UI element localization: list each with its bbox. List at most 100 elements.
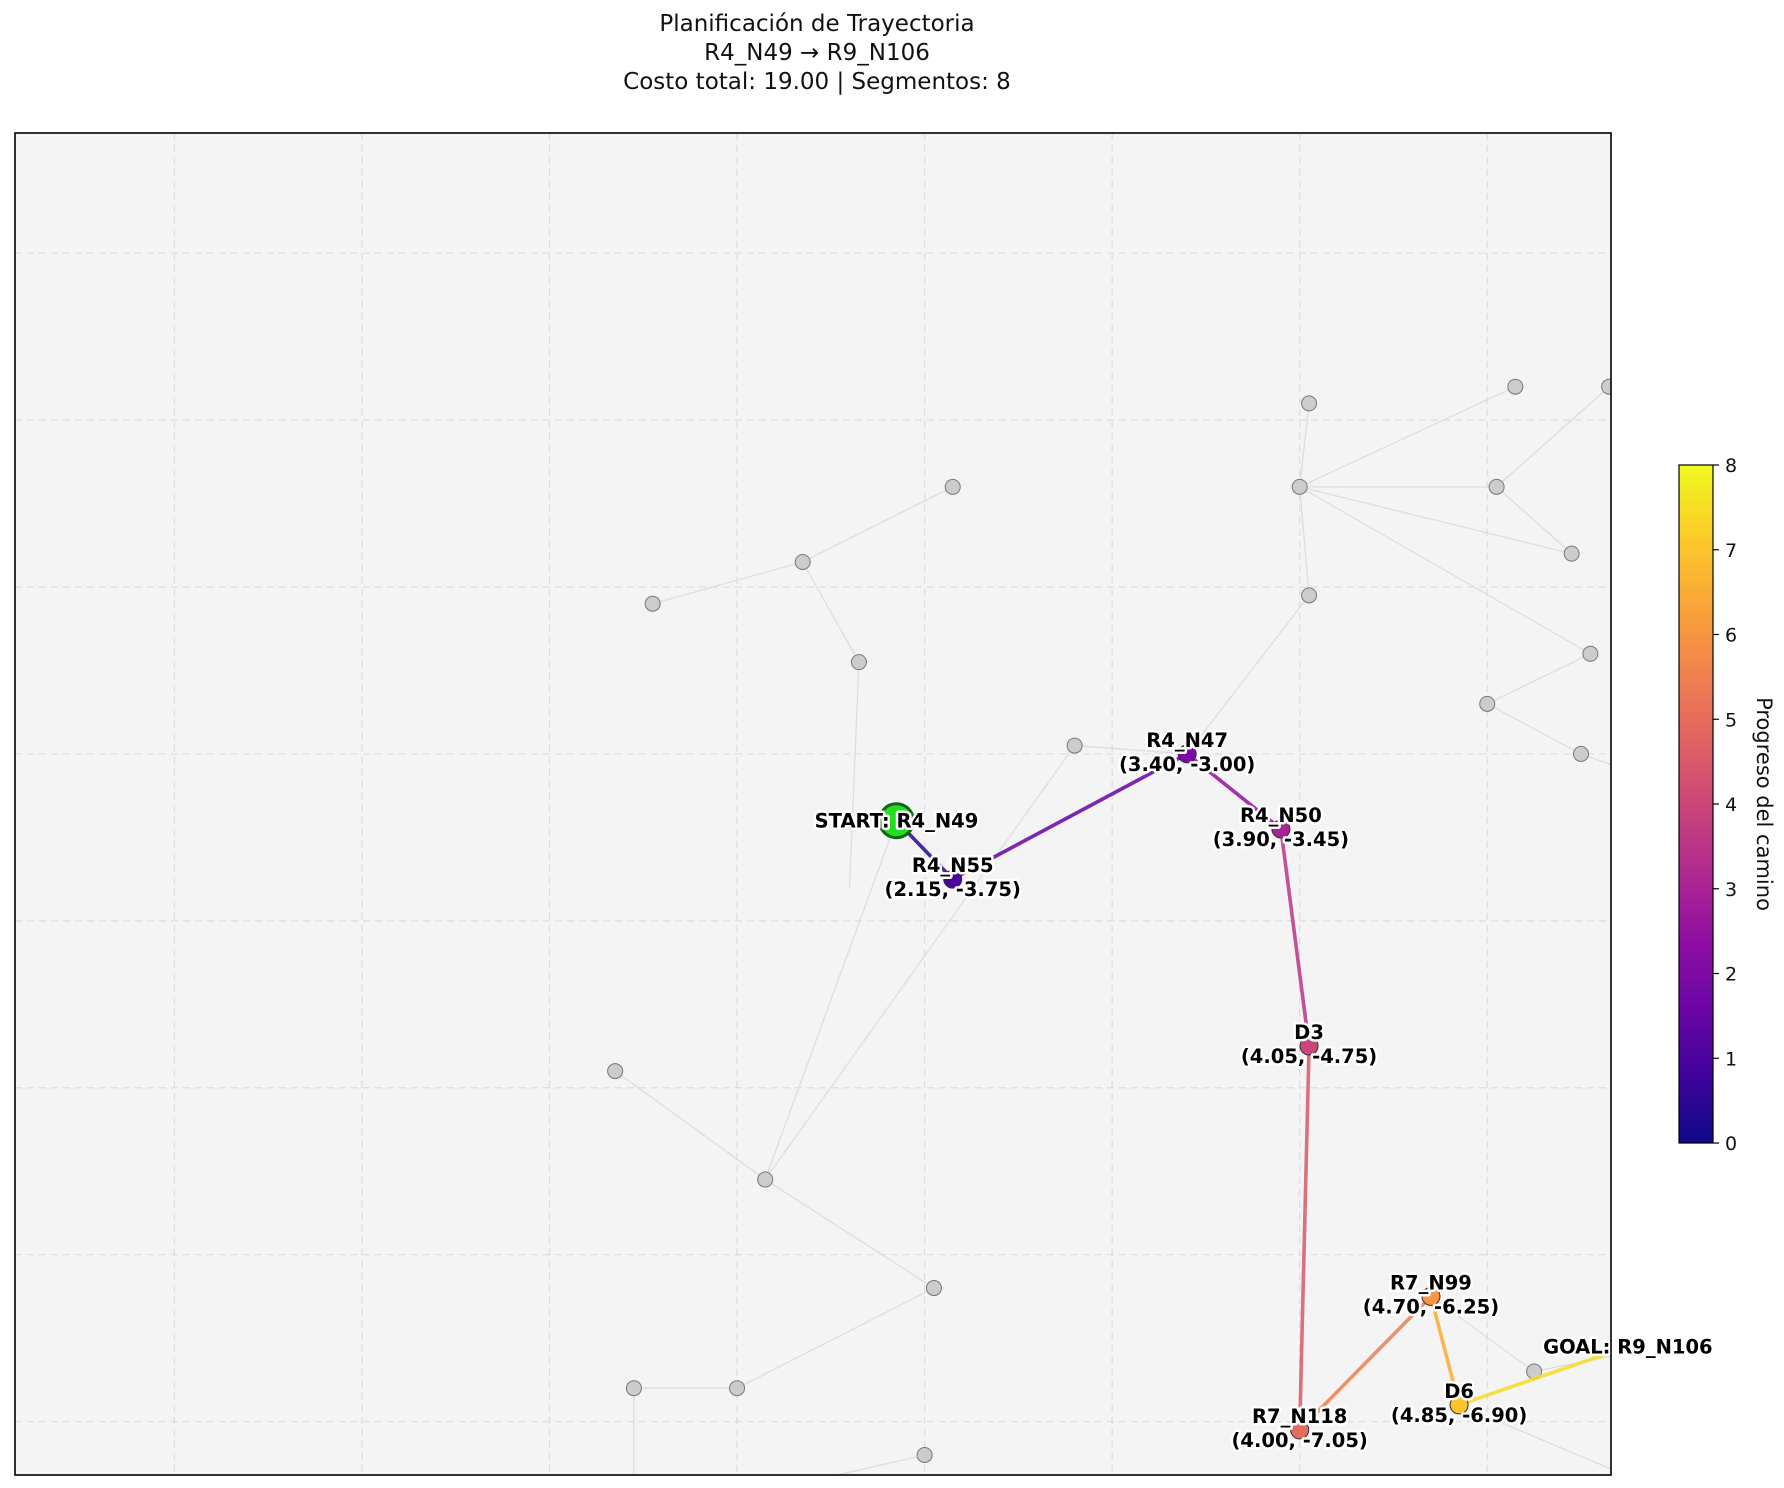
graph-edge [1496,386,1610,488]
graph-node [729,1380,746,1397]
graph-edge [802,561,860,663]
node-coord-text: (3.40, -3.00) [1119,753,1255,776]
graph-edge [1299,486,1310,596]
graph-node [916,1446,933,1463]
colorbar-tick-label: 7 [1725,540,1737,562]
plot-area [15,133,1611,1475]
graph-node [944,478,961,495]
chart-title-line-2: R4_N49 → R9_N106 [704,40,930,66]
graph-edge [1299,486,1591,655]
path-node-marker [943,869,963,889]
graph-node [757,1171,774,1188]
graph-node [1601,378,1611,395]
path-node-marker [1271,819,1291,839]
graph-edge [764,820,898,1180]
path-node-label: R4_N50 (3.90, -3.45) [1213,804,1349,851]
graph-node [1488,478,1505,495]
graph-node [1658,1239,1673,1254]
node-id-text: R4_N55 [912,854,994,877]
colorbar-tick-label: 5 [1725,709,1737,731]
path-node-label: R4_N47 (3.40, -3.00) [1119,729,1255,776]
path-node-label: D3 (4.05, -4.75) [1241,1021,1377,1068]
graph-edge [848,662,860,888]
path-segment [1279,827,1311,1048]
path-node-label: R7_N99 (4.70, -6.25) [1363,1271,1499,1318]
goal-node-label: GOAL: R9_N106 [1543,1335,1713,1358]
colorbar-label: Progreso del camino [1752,697,1776,911]
grid [15,133,1611,1475]
colorbar-tick-label: 8 [1725,455,1737,477]
graph-node [1479,695,1496,712]
graph-edge [1496,486,1573,555]
path-node-label: R4_N55 (2.15, -3.75) [885,854,1021,901]
graph-edges [614,386,1703,1475]
path-node-marker [1290,1420,1310,1440]
graph-node [644,595,661,612]
path-segment [950,752,1189,881]
node-id-text: R7_N118 [1252,1405,1347,1428]
node-id-text: R7_N99 [1390,1271,1472,1294]
graph-node [1563,545,1580,562]
graph-edge [1299,386,1516,488]
graph-node [607,1063,624,1080]
path-segment [1297,1294,1433,1432]
graph-node [1301,395,1318,412]
start-node-marker [877,802,915,840]
graph-edge [1299,403,1310,487]
node-coord-text: (4.85, -6.90) [1391,1404,1527,1427]
graph-edge [1533,1355,1611,1373]
path-node-marker [1421,1286,1441,1306]
graph-node [1301,587,1318,604]
chart-title: Planificación de Trayectoria R4_N49 → R9… [0,10,1634,97]
graph-node [1291,478,1308,495]
path-segment [1297,1044,1311,1432]
colorbar-tick-label: 3 [1725,879,1737,901]
graph-edge [1430,1295,1535,1373]
path-segment [1457,1350,1611,1407]
plot-frame [14,132,1612,1476]
graph-edge [1186,594,1310,755]
path-node-marker [1449,1395,1469,1415]
path-node-label: D6 (4.85, -6.90) [1391,1380,1527,1427]
graph-edge [1074,744,1188,755]
graph-edge [1458,1404,1611,1470]
node-id-text: R4_N50 [1240,804,1322,827]
chart-title-line-3: Costo total: 19.00 | Segmentos: 8 [623,69,1011,95]
graph-edge [652,561,803,605]
graph-edge [834,1454,925,1475]
graph-edge [1486,653,1591,705]
path-node-label: R7_N118 (4.00, -7.05) [1232,1405,1368,1452]
graph-edge [614,1070,766,1181]
graph-edge [1665,1246,1703,1338]
graph-edge [736,1287,935,1389]
colorbar-gradient [1678,464,1714,1144]
graph-edge [1299,486,1572,555]
path-segment [1429,1294,1461,1407]
node-id-text: D6 [1444,1380,1474,1403]
node-coord-text: (4.70, -6.25) [1363,1295,1499,1318]
graph-edge [1580,753,1611,766]
graph-edge [802,486,954,563]
colorbar-ticks: 0 1 2 3 4 5 6 7 8 [1713,455,1737,1155]
graph-node [850,654,867,671]
graph-node [1507,378,1524,395]
graph-node [1630,1473,1645,1488]
path-segment [1185,752,1283,831]
graph-node [1582,645,1599,662]
graph-node [1572,745,1589,762]
node-id-text: D3 [1294,1021,1324,1044]
graph-node [1066,737,1083,754]
colorbar-tick-label: 0 [1725,1133,1737,1155]
colorbar-tick-label: 2 [1725,964,1737,986]
graph-edge [764,1179,935,1289]
graph-nodes [607,378,1673,1488]
path-node-marker [1177,744,1197,764]
colorbar-tick-label: 6 [1725,625,1737,647]
colorbar: 0 1 2 3 4 5 6 7 8 Progreso del camino [1678,455,1776,1155]
colorbar-tick-label: 1 [1725,1048,1737,1070]
graph-node [794,553,811,570]
graph-edge [1486,703,1582,755]
node-id-text: R4_N47 [1146,729,1228,752]
graph-node [925,1280,942,1297]
